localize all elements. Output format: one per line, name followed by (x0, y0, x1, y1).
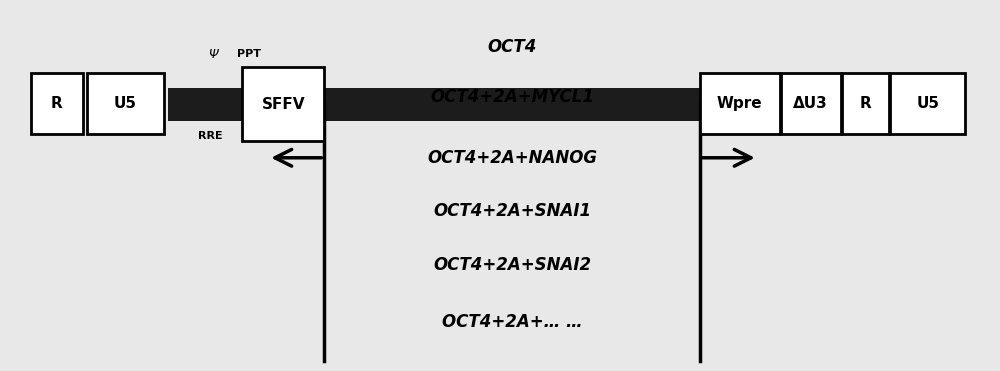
Text: ΔU3: ΔU3 (793, 96, 828, 111)
Text: OCT4+2A+… …: OCT4+2A+… … (442, 313, 582, 331)
Bar (781, 73, 841, 134)
Text: SFFV: SFFV (262, 97, 305, 112)
Bar (700, 73, 780, 134)
Text: OCT4+2A+NANOG: OCT4+2A+NANOG (427, 149, 597, 167)
Bar (87, 73, 164, 134)
Text: OCT4+2A+MYCL1: OCT4+2A+MYCL1 (430, 88, 594, 106)
Text: OCT4: OCT4 (487, 38, 537, 56)
Text: OCT4+2A+SNAI2: OCT4+2A+SNAI2 (433, 256, 591, 274)
Text: R: R (860, 96, 871, 111)
Bar (168, 88, 700, 121)
Text: PPT: PPT (237, 49, 261, 59)
Text: RRE: RRE (198, 131, 223, 141)
Text: R: R (51, 96, 62, 111)
Text: OCT4+2A+SNAI1: OCT4+2A+SNAI1 (433, 202, 591, 220)
Bar (31, 73, 83, 134)
Text: Wpre: Wpre (717, 96, 762, 111)
Bar (242, 67, 324, 141)
Bar (842, 73, 889, 134)
Bar (890, 73, 965, 134)
Text: U5: U5 (114, 96, 137, 111)
Text: U5: U5 (916, 96, 939, 111)
Text: Ψ: Ψ (208, 48, 218, 61)
